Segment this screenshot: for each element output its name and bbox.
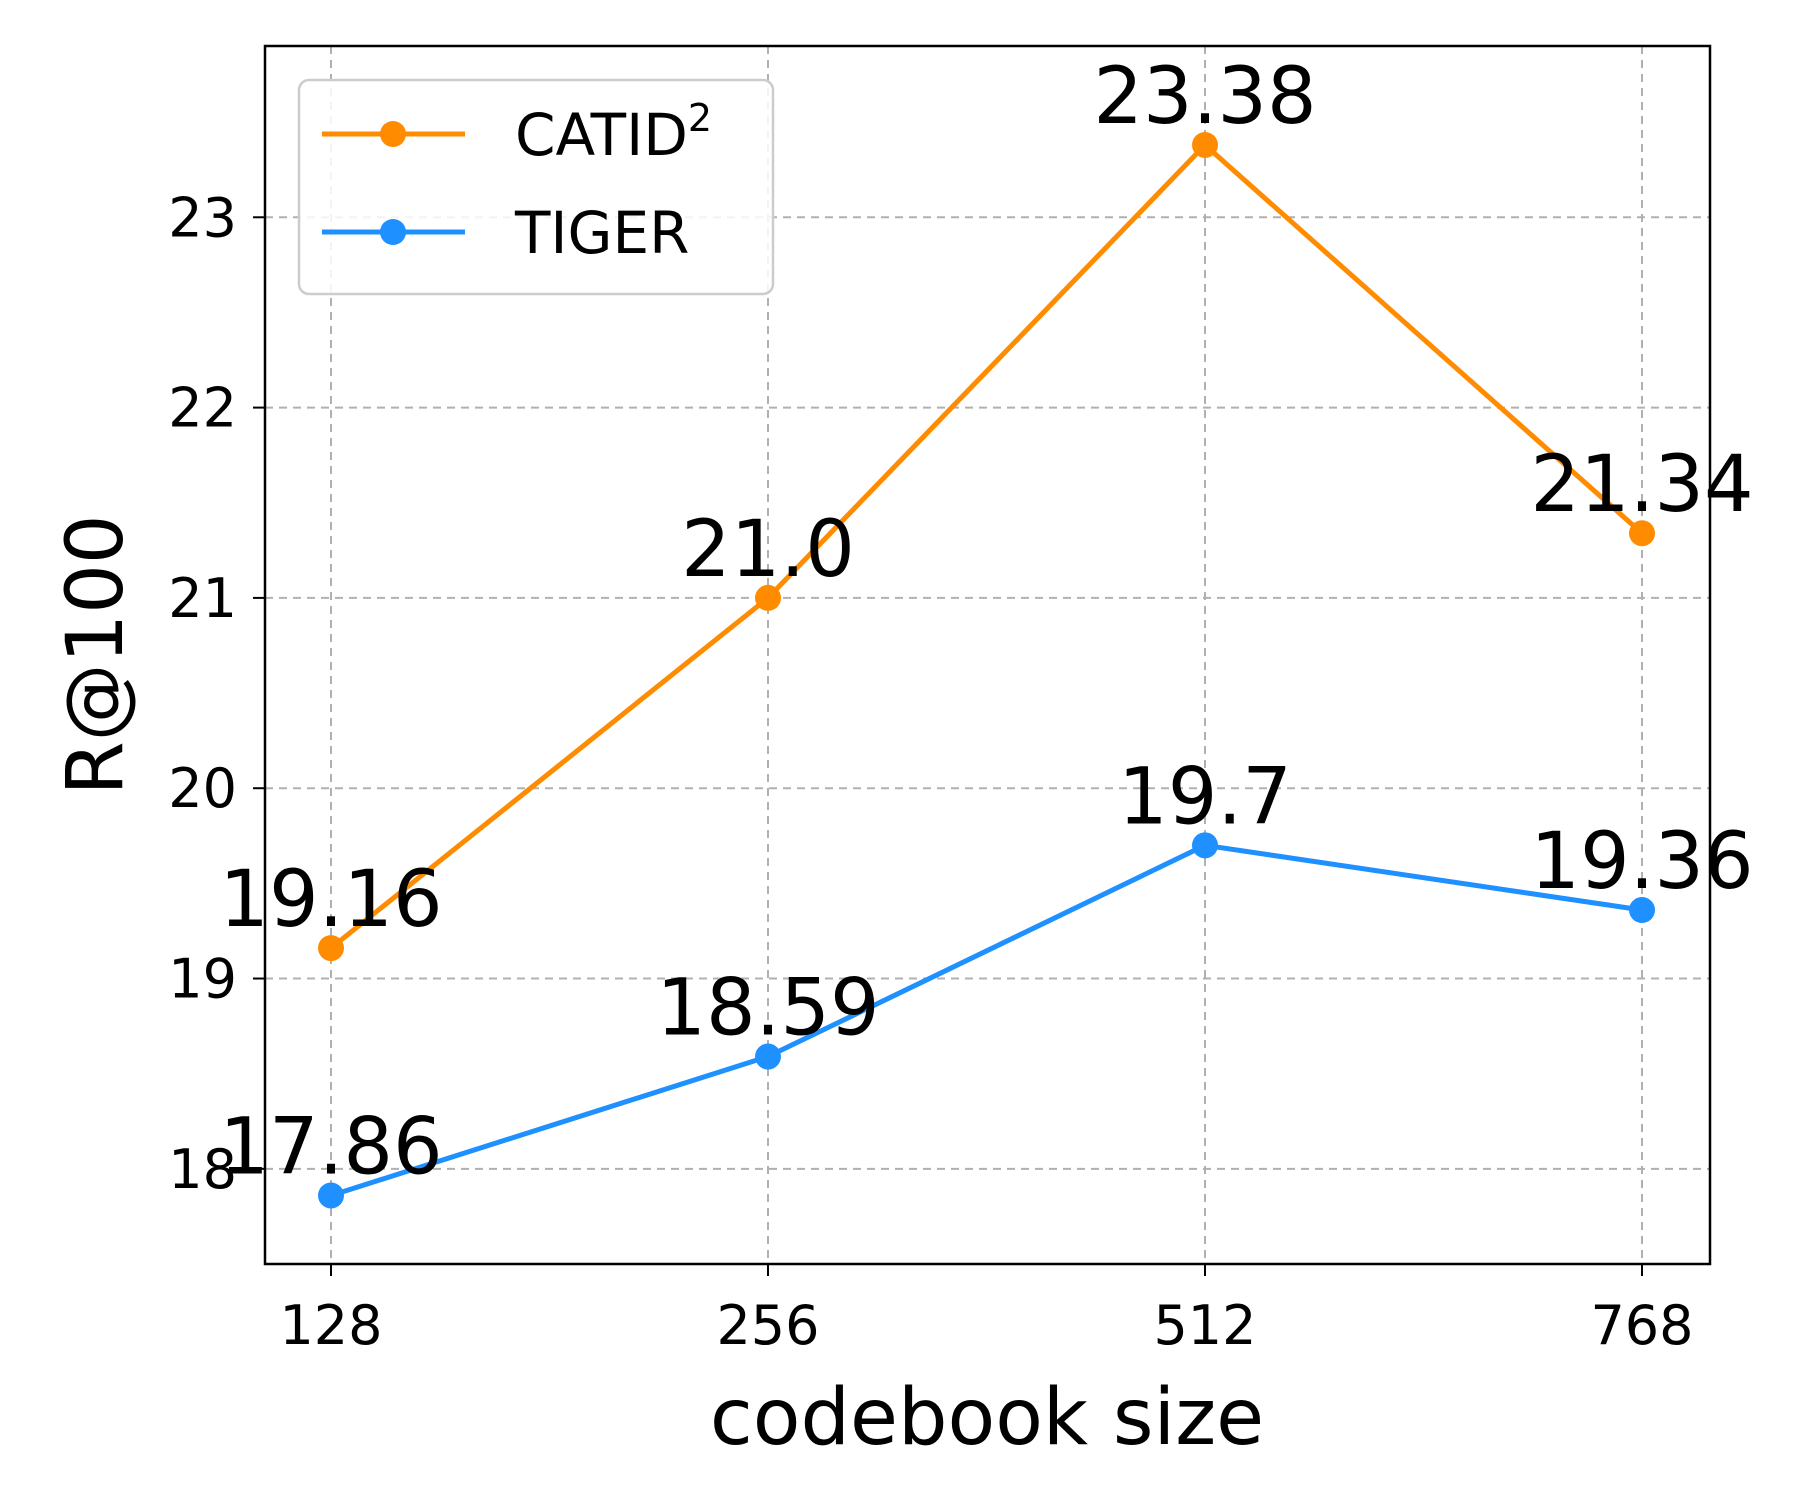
data-point-tiger	[1192, 832, 1218, 859]
data-label-tiger: 18.59	[656, 964, 879, 1054]
plot-frame	[263, 44, 1712, 1266]
data-label-tiger: 19.7	[1118, 752, 1292, 842]
legend-label-catid-superscript: 2	[688, 96, 712, 140]
data-point-catid	[1629, 520, 1655, 547]
y-tick-label: 21	[168, 567, 237, 630]
series-line-tiger	[330, 842, 1643, 1198]
data-point-catid	[318, 935, 344, 962]
legend-label-catid: CATID2	[515, 96, 712, 169]
data-label-tiger: 19.36	[1530, 817, 1753, 907]
x-tick-label: 128	[279, 1294, 382, 1357]
x-tick-label: 768	[1590, 1294, 1693, 1357]
data-label-catid: 21.0	[681, 505, 855, 595]
y-tick-label: 20	[168, 757, 237, 820]
axis-ticks: 128 256 512 768 18 19 20 21 22 23	[168, 186, 1693, 1357]
data-labels: 19.16 21.0 23.38 21.34 17.86 18.59 19.7 19.36	[219, 52, 1753, 1193]
data-label-catid: 21.34	[1530, 440, 1753, 530]
data-label-tiger: 17.86	[219, 1102, 442, 1192]
x-tick-label: 512	[1153, 1294, 1256, 1357]
x-axis-title: codebook size	[710, 1373, 1264, 1463]
y-tick-label: 23	[168, 186, 237, 249]
legend-marker-catid	[380, 121, 406, 147]
y-tick-label: 18	[168, 1138, 237, 1201]
y-tick-label: 19	[168, 948, 237, 1011]
data-point-catid	[1192, 131, 1218, 158]
legend-marker-tiger	[380, 219, 406, 245]
data-point-tiger	[755, 1043, 781, 1070]
data-point-catid	[755, 584, 781, 611]
series-line-catid	[329, 142, 1644, 951]
legend: CATID2 TIGER	[297, 78, 775, 296]
data-label-catid: 23.38	[1093, 52, 1316, 142]
data-point-tiger	[318, 1182, 344, 1209]
legend-label-tiger: TIGER	[514, 199, 689, 267]
data-label-catid: 19.16	[219, 855, 442, 945]
data-point-tiger	[1629, 897, 1655, 924]
y-axis-title: R@100	[51, 514, 141, 795]
series-layer	[318, 131, 1655, 1209]
y-tick-label: 22	[168, 377, 237, 440]
x-tick-label: 256	[716, 1294, 819, 1357]
